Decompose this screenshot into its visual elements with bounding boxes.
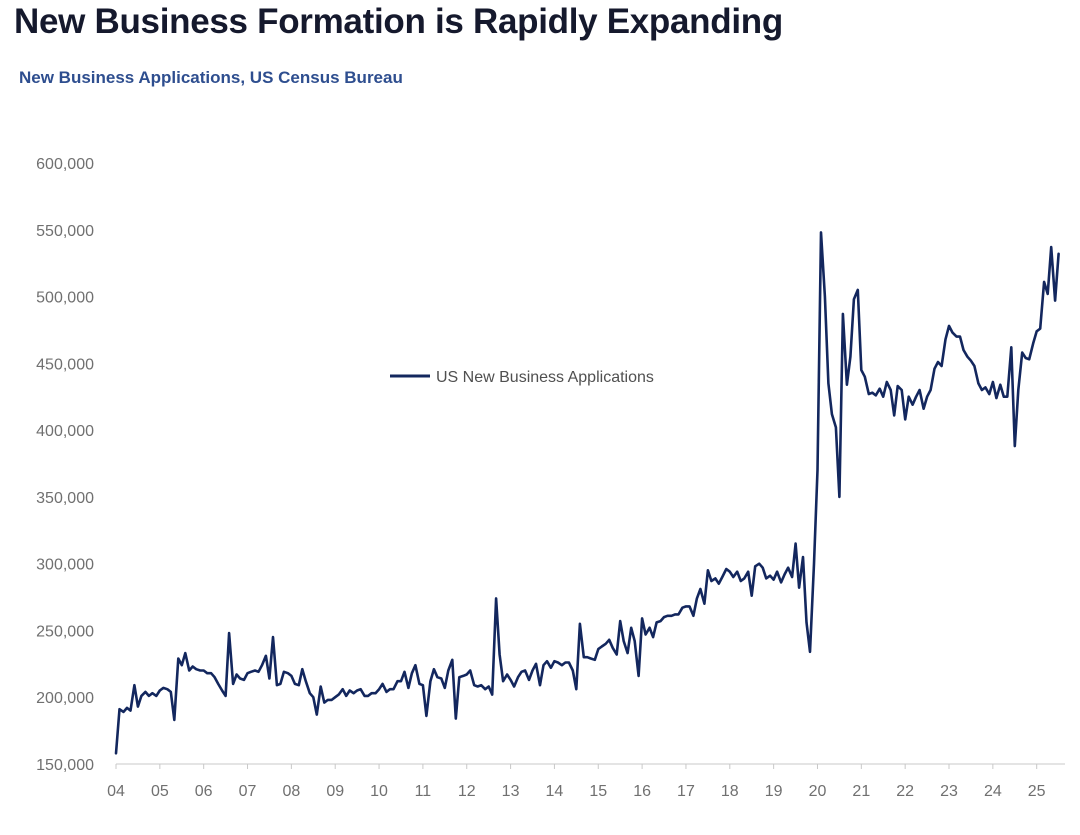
x-tick-label: 04	[107, 783, 125, 800]
x-tick-label: 20	[809, 783, 827, 800]
x-axis	[115, 763, 1065, 769]
y-tick-label: 300,000	[36, 557, 94, 574]
x-tick-label: 23	[940, 783, 958, 800]
y-tick-label: 250,000	[36, 623, 94, 640]
x-tick-label: 08	[282, 783, 300, 800]
x-tick-label: 14	[546, 783, 564, 800]
y-tick-label: 500,000	[36, 290, 94, 307]
x-tick-label: 13	[502, 783, 520, 800]
x-tick-label: 16	[633, 783, 651, 800]
x-tick-label: 15	[589, 783, 607, 800]
y-tick-label: 150,000	[36, 757, 94, 774]
chart-subtitle: New Business Applications, US Census Bur…	[19, 68, 403, 87]
y-tick-label: 350,000	[36, 490, 94, 507]
x-axis-tick-labels: 04 05 06 07 08 09 10 11 12 13 14 15 16 17 18 19 20 21 22 23…	[107, 783, 1046, 800]
y-tick-label: 450,000	[36, 356, 94, 373]
x-tick-label: 11	[415, 783, 432, 800]
x-tick-label: 18	[721, 783, 739, 800]
x-tick-label: 09	[326, 783, 344, 800]
y-axis-tick-labels: 150,000 200,000 250,000 300,000 350,000 400,0…	[36, 156, 94, 774]
x-tick-label: 07	[239, 783, 257, 800]
y-tick-label: 400,000	[36, 423, 94, 440]
x-tick-label: 17	[677, 783, 695, 800]
y-tick-label: 600,000	[36, 156, 94, 173]
legend: US New Business Applications	[390, 369, 654, 386]
x-tick-label: 25	[1028, 783, 1046, 800]
y-tick-label: 550,000	[36, 223, 94, 240]
x-tick-label: 05	[151, 783, 169, 800]
x-tick-label: 12	[458, 783, 476, 800]
y-tick-label: 200,000	[36, 690, 94, 707]
x-tick-label: 24	[984, 783, 1002, 800]
x-tick-label: 21	[852, 783, 870, 800]
x-tick-label: 06	[195, 783, 213, 800]
legend-label: US New Business Applications	[436, 369, 654, 386]
series-group	[114, 231, 1060, 755]
series-line-1	[114, 231, 1060, 755]
x-tick-label: 19	[765, 783, 783, 800]
x-tick-label: 10	[370, 783, 388, 800]
x-tick-label: 22	[896, 783, 914, 800]
page-title: New Business Formation is Rapidly Expand…	[14, 2, 783, 41]
